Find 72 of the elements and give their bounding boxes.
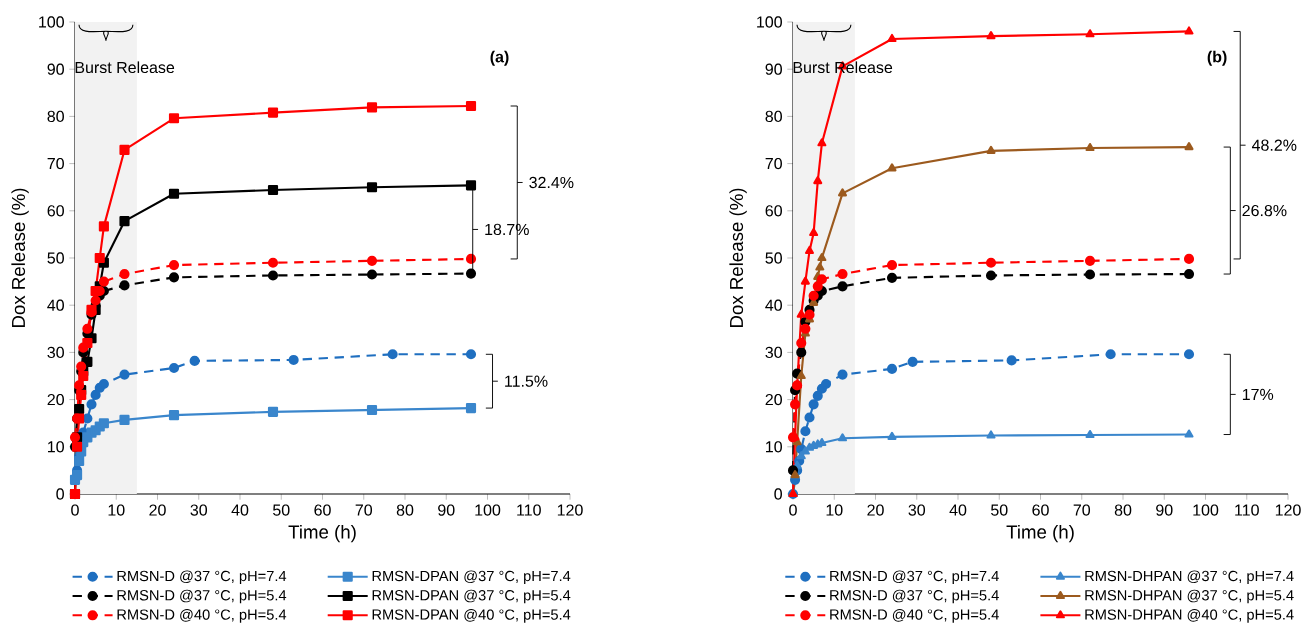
x-tick-label: 30 bbox=[190, 504, 208, 516]
x-tick-label: 90 bbox=[1156, 504, 1173, 516]
annotation: 11.5% bbox=[505, 375, 548, 387]
legend-label: RMSN-D @40 °C, pH=5.4 bbox=[830, 608, 999, 623]
y-tick-label: 40 bbox=[47, 299, 64, 311]
y-tick-label: 50 bbox=[765, 252, 782, 264]
x-tick-label: 110 bbox=[1235, 504, 1259, 516]
x-tick-label: 40 bbox=[949, 504, 967, 516]
x-tick-label: 10 bbox=[826, 504, 843, 516]
x-tick-label: 110 bbox=[517, 504, 541, 516]
x-tick-label: 0 bbox=[789, 504, 797, 516]
legend-label: RMSN-DPAN @37 °C, pH=7.4 bbox=[372, 570, 571, 585]
annotation: (a) bbox=[490, 50, 509, 66]
x-tick-label: 50 bbox=[991, 504, 1008, 516]
y-tick-label: 20 bbox=[765, 393, 782, 406]
y-tick-label: 100 bbox=[39, 16, 64, 28]
x-tick-label: 120 bbox=[557, 504, 583, 516]
x-tick-label: 100 bbox=[475, 504, 501, 516]
y-tick-label: 0 bbox=[774, 488, 782, 500]
y-tick-label: 10 bbox=[766, 441, 782, 453]
annotation: 26.8% bbox=[1242, 204, 1287, 217]
annotation: 48.2% bbox=[1251, 139, 1297, 151]
x-tick-label: 60 bbox=[314, 504, 331, 516]
x-tick-label: 80 bbox=[1114, 504, 1132, 516]
x-tick-label: 100 bbox=[1193, 504, 1219, 516]
x-tick-label: 70 bbox=[1073, 504, 1091, 516]
legend-label: RMSN-DHPAN @37 °C, pH=5.4 bbox=[1085, 589, 1294, 604]
legend-label: RMSN-D @40 °C, pH=5.4 bbox=[117, 608, 287, 623]
y-tick-label: 100 bbox=[757, 16, 782, 28]
y-tick-label: 90 bbox=[765, 63, 782, 75]
x-tick-label: 70 bbox=[355, 504, 373, 516]
y-tick-label: 70 bbox=[765, 157, 782, 170]
legend-label: RMSN-DPAN @37 °C, pH=5.4 bbox=[372, 589, 571, 604]
y-tick-label: 80 bbox=[47, 110, 64, 123]
y-tick-label: 50 bbox=[47, 252, 64, 264]
y-tick-label: 30 bbox=[765, 346, 782, 359]
y-tick-label: 80 bbox=[765, 110, 782, 123]
y-tick-label: 60 bbox=[765, 205, 782, 217]
x-tick-label: 20 bbox=[867, 504, 884, 516]
y-tick-label: 90 bbox=[47, 63, 64, 75]
x-tick-label: 60 bbox=[1032, 504, 1049, 516]
y-tick-label: 0 bbox=[56, 488, 64, 500]
y-tick-label: 60 bbox=[47, 205, 64, 217]
y-tick-label: 40 bbox=[765, 299, 782, 311]
x-axis-title: Time (h) bbox=[288, 524, 356, 543]
x-tick-label: 40 bbox=[231, 504, 249, 516]
x-tick-label: 80 bbox=[396, 504, 414, 516]
annotation: 32.4% bbox=[529, 176, 574, 189]
annotation: (b) bbox=[1207, 50, 1227, 66]
y-tick-label: 30 bbox=[47, 346, 64, 359]
x-tick-label: 50 bbox=[273, 504, 290, 516]
band-label: Burst Release bbox=[75, 61, 175, 74]
y-tick-label: 10 bbox=[48, 441, 64, 453]
x-tick-label: 10 bbox=[108, 504, 125, 516]
x-tick-label: 90 bbox=[438, 504, 455, 516]
x-tick-label: 0 bbox=[71, 504, 79, 516]
legend-label: RMSN-D @37 °C, pH=7.4 bbox=[117, 570, 287, 585]
x-tick-label: 20 bbox=[149, 504, 166, 516]
x-tick-label: 120 bbox=[1275, 504, 1301, 516]
legend-label: RMSN-D @37 °C, pH=5.4 bbox=[830, 589, 999, 604]
y-tick-label: 70 bbox=[47, 157, 64, 170]
y-axis-title: Dox Release (%) bbox=[729, 188, 747, 328]
y-axis-title: Dox Release (%) bbox=[11, 188, 29, 328]
annotation: 17% bbox=[1242, 388, 1274, 400]
legend-label: RMSN-D @37 °C, pH=7.4 bbox=[830, 570, 999, 585]
legend-label: RMSN-DHPAN @40 °C, pH=5.4 bbox=[1085, 608, 1294, 623]
y-tick-label: 20 bbox=[47, 393, 64, 406]
legend-label: RMSN-DHPAN @37 °C, pH=7.4 bbox=[1085, 570, 1294, 585]
legend-label: RMSN-D @37 °C, pH=5.4 bbox=[117, 589, 287, 604]
x-axis-title: Time (h) bbox=[1006, 524, 1074, 543]
x-tick-label: 30 bbox=[908, 504, 926, 516]
legend-label: RMSN-DPAN @40 °C, pH=5.4 bbox=[372, 608, 571, 623]
